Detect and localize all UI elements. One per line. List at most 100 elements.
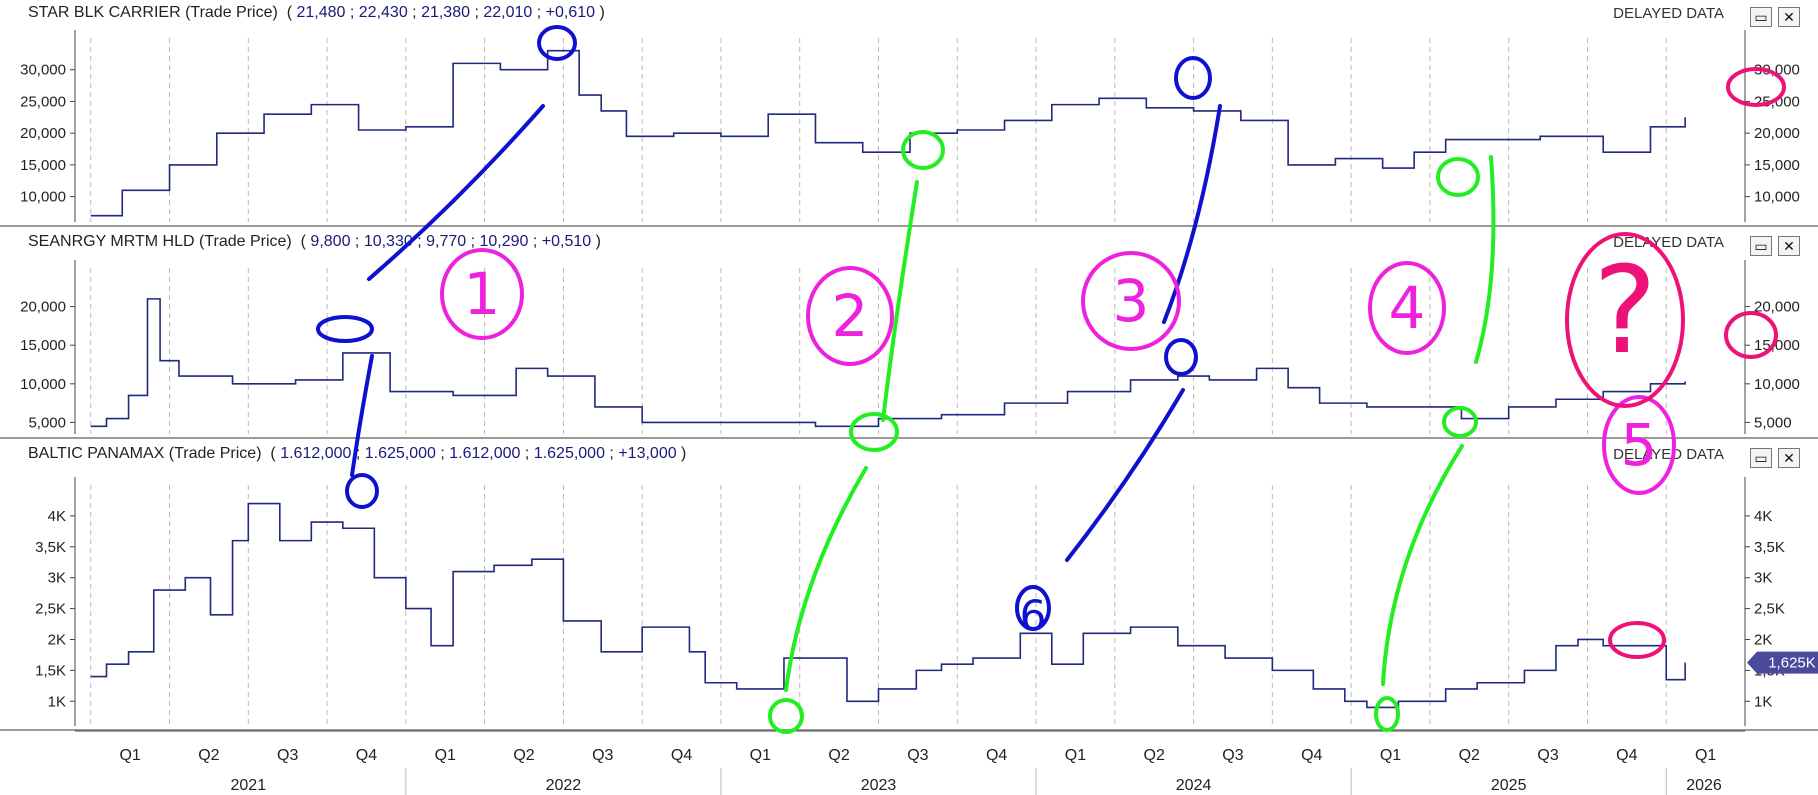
red-circle-annotation	[1608, 621, 1666, 659]
y-tick-label: 20,000	[1754, 125, 1800, 142]
number-annotation: 5	[1621, 411, 1658, 479]
panel-title-baltic-panamax: BALTIC PANAMAX (Trade Price) ( 1.612,000…	[28, 445, 687, 462]
magenta-circle-annotation	[1081, 251, 1181, 351]
red-circle-annotation	[1724, 311, 1778, 359]
green-circle-annotation	[768, 698, 804, 734]
x-year-label: 2026	[1686, 777, 1722, 794]
y-tick-label: 30,000	[20, 62, 66, 79]
y-tick-label: 15,000	[20, 157, 66, 174]
y-tick-label: 2K	[1754, 631, 1772, 648]
y-tick-label: 5,000	[1754, 414, 1792, 431]
delayed-data-label: DELAYED DATA	[1613, 446, 1724, 463]
green-circle-annotation	[1374, 696, 1400, 732]
number-annotation: 4	[1389, 274, 1426, 342]
close-icon[interactable]: ✕	[1778, 236, 1800, 256]
y-tick-label: 3,5K	[35, 539, 66, 556]
x-year-label: 2021	[231, 777, 267, 794]
green-circle-annotation	[849, 412, 899, 452]
close-icon[interactable]: ✕	[1778, 448, 1800, 468]
number-annotation: 3	[1113, 267, 1150, 335]
chart-panel-baltic-panamax: BALTIC PANAMAX (Trade Price) ( 1.612,000…	[0, 441, 1818, 731]
series-line	[90, 502, 1686, 709]
x-quarter-label: Q4	[1301, 747, 1322, 764]
y-tick-label: 3K	[48, 570, 66, 587]
green-line-annotation	[1381, 444, 1464, 686]
y-tick-label: 3,5K	[1754, 539, 1785, 556]
panel-title-star-bulk: STAR BLK CARRIER (Trade Price) ( 21,480 …	[28, 4, 605, 21]
red-circle-annotation	[1726, 67, 1786, 107]
x-quarter-label: Q3	[592, 747, 613, 764]
chart-panel-seanergy: SEANRGY MRTM HLD (Trade Price) ( 9,800 ;…	[0, 229, 1818, 439]
y-tick-label: 5,000	[28, 414, 66, 431]
maximize-icon[interactable]: ▭	[1750, 448, 1772, 468]
blue-circle-annotation	[1015, 585, 1051, 631]
x-year-label: 2023	[861, 777, 897, 794]
blue-line-annotation	[367, 104, 545, 281]
y-tick-label: 4K	[48, 508, 66, 525]
panel-title-seanergy: SEANRGY MRTM HLD (Trade Price) ( 9,800 ;…	[28, 233, 601, 250]
x-quarter-label: Q1	[750, 747, 771, 764]
green-circle-annotation	[1436, 157, 1480, 197]
x-quarter-label: Q4	[356, 747, 377, 764]
green-circle-annotation	[901, 130, 945, 170]
y-tick-label: 30,000	[1754, 62, 1800, 79]
green-line-annotation	[881, 180, 919, 422]
blue-circle-annotation	[537, 25, 577, 61]
x-quarter-label: Q1	[435, 747, 456, 764]
series-line	[90, 49, 1686, 217]
magenta-circle-annotation	[1368, 261, 1446, 355]
delayed-data-label: DELAYED DATA	[1613, 5, 1724, 22]
x-quarter-label: Q2	[1459, 747, 1480, 764]
y-tick-label: 2,5K	[35, 601, 66, 618]
magenta-circle-annotation	[440, 248, 524, 340]
x-quarter-label: Q1	[1065, 747, 1086, 764]
y-tick-label: 10,000	[20, 376, 66, 393]
x-quarter-label: Q2	[828, 747, 849, 764]
y-tick-label: 15,000	[1754, 337, 1800, 354]
maximize-icon[interactable]: ▭	[1750, 236, 1772, 256]
number-annotation: 2	[832, 282, 869, 350]
magenta-circle-annotation	[806, 266, 894, 366]
close-icon[interactable]: ✕	[1778, 7, 1800, 27]
x-quarter-label: Q2	[198, 747, 219, 764]
x-quarter-label: Q3	[1537, 747, 1558, 764]
red-circle-annotation	[1565, 232, 1685, 408]
x-quarter-label: Q3	[907, 747, 928, 764]
blue-line-annotation	[1065, 388, 1185, 562]
y-tick-label: 25,000	[1754, 93, 1800, 110]
blue-circle-annotation	[1174, 56, 1212, 100]
y-tick-label: 2,5K	[1754, 601, 1785, 618]
y-tick-label: 10,000	[1754, 189, 1800, 206]
x-quarter-label: Q4	[1616, 747, 1637, 764]
y-tick-label: 20,000	[1754, 299, 1800, 316]
blue-line-annotation	[1162, 104, 1222, 324]
blue-circle-annotation	[316, 315, 374, 343]
green-circle-annotation	[1442, 406, 1478, 438]
x-quarter-label: Q3	[277, 747, 298, 764]
y-tick-label: 1K	[1754, 693, 1772, 710]
magenta-circle-annotation	[1602, 395, 1676, 495]
y-tick-label: 20,000	[20, 125, 66, 142]
green-line-annotation	[1474, 155, 1496, 364]
x-quarter-label: Q1	[1695, 747, 1716, 764]
y-tick-label: 1,5K	[35, 662, 66, 679]
maximize-icon[interactable]: ▭	[1750, 7, 1772, 27]
x-quarter-label: Q1	[1380, 747, 1401, 764]
number-annotation: 6	[1020, 591, 1047, 640]
number-annotation: 1	[464, 260, 501, 328]
x-quarter-label: Q2	[1144, 747, 1165, 764]
x-quarter-label: Q2	[513, 747, 534, 764]
green-line-annotation	[784, 466, 868, 692]
y-tick-label: 20,000	[20, 299, 66, 316]
x-quarter-label: Q1	[119, 747, 140, 764]
x-quarter-label: Q3	[1222, 747, 1243, 764]
x-quarter-label: Q4	[986, 747, 1007, 764]
y-tick-label: 1K	[48, 693, 66, 710]
y-tick-label: 15,000	[20, 337, 66, 354]
y-tick-label: 3K	[1754, 570, 1772, 587]
y-tick-label: 4K	[1754, 508, 1772, 525]
last-price-badge-label: 1,625K	[1768, 655, 1816, 672]
last-price-badge	[1747, 651, 1818, 674]
blue-line-annotation	[350, 354, 374, 477]
